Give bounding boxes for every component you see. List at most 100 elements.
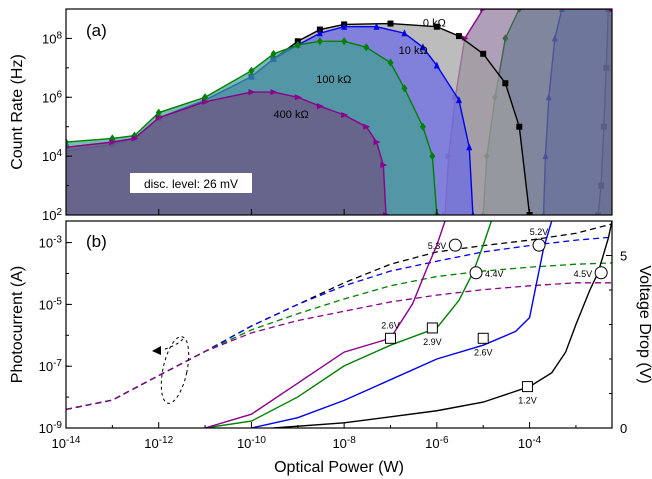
series-marker-3-9 — [341, 112, 349, 119]
series-marker-1-9 — [341, 22, 348, 30]
voltage-line-2 — [204, 221, 493, 428]
series-marker-2-12 — [401, 84, 408, 93]
series-marker-3-2 — [131, 135, 139, 142]
series-marker-1-16 — [471, 211, 475, 215]
series-marker-2-3 — [155, 108, 162, 117]
voltage-marker-label-0: 2.6V — [381, 320, 400, 330]
series-marker-2-7 — [294, 40, 301, 49]
photocurrent-line-1 — [66, 236, 612, 411]
voltage-marker-7 — [594, 266, 608, 280]
series-marker-3-5 — [248, 89, 256, 96]
series-marker-3-12 — [380, 162, 388, 169]
b-ylabel: Photocurrent (A) — [9, 266, 26, 383]
b-y2label: Voltage Drop (V) — [636, 265, 652, 383]
series-marker-1-10 — [373, 22, 380, 30]
series-marker-1-14 — [455, 96, 462, 104]
panel-a-frame — [65, 8, 613, 216]
series-line-2 — [66, 40, 438, 215]
series-label-0: 0 kΩ — [423, 18, 446, 30]
series-marker-3-13 — [383, 212, 391, 215]
voltage-marker-label-6: 5.2V — [530, 227, 549, 237]
series-label-3: 400 kΩ — [274, 109, 309, 121]
series-marker-2-0 — [66, 138, 69, 147]
high-marker-3-5 — [609, 9, 612, 12]
series-marker-1-8 — [316, 29, 323, 37]
a-ytick-label-0: 102 — [42, 207, 62, 223]
series-marker-2-6 — [270, 49, 277, 58]
series-marker-3-0 — [66, 145, 70, 149]
voltage-marker-label-7: 4.5V — [574, 269, 593, 279]
panel-a-label: (a) — [86, 21, 107, 40]
b-xtick-label-2: 10-10 — [237, 435, 266, 451]
high-marker-3-4 — [480, 9, 488, 12]
series-marker-1-15 — [466, 143, 473, 151]
voltage-marker-label-1: 2.9V — [423, 337, 442, 347]
series-marker-0-13 — [480, 50, 487, 57]
series-marker-1-11 — [401, 29, 408, 37]
b-xtick-label-4: 10-6 — [425, 435, 449, 451]
series-marker-0-15 — [516, 123, 523, 130]
b-xlabel: Optical Power (W) — [274, 459, 404, 476]
voltage-line-1 — [251, 221, 553, 428]
a-ytick-label-3: 108 — [42, 30, 62, 46]
series-marker-2-13 — [419, 122, 426, 131]
series-marker-0-12 — [455, 33, 462, 40]
b-xtick-label-3: 10-8 — [332, 435, 356, 451]
b-ytick-label-3: 10-3 — [39, 235, 63, 251]
series-marker-2-5 — [248, 66, 255, 75]
voltage-marker-5 — [469, 266, 483, 280]
series-marker-3-10 — [363, 123, 371, 130]
photocurrent-line-2 — [66, 262, 612, 411]
a-ylabel: Count Rate (Hz) — [9, 54, 26, 170]
voltage-marker-3 — [521, 381, 533, 393]
b-y2tick-label-1: 5 — [620, 249, 627, 264]
series-label-1: 10 kΩ — [399, 45, 428, 57]
voltage-marker-label-3: 1.2V — [518, 396, 537, 406]
series-marker-2-14 — [429, 152, 436, 161]
series-marker-1-12 — [419, 43, 426, 51]
photocurrent-line-3 — [66, 282, 612, 411]
series-marker-3-11 — [373, 139, 381, 146]
series-marker-3-4 — [202, 98, 210, 105]
series-marker-1-13 — [433, 61, 440, 69]
panel-a: 0 kΩ 10 kΩ 100 kΩ 400 kΩ (a) disc. level: 26 … — [9, 8, 613, 223]
voltage-marker-2 — [477, 332, 489, 344]
a-ytick-label-2: 106 — [42, 89, 62, 105]
series-marker-2-4 — [202, 93, 209, 102]
voltage-marker-6 — [532, 238, 546, 252]
series-marker-0-11 — [433, 23, 440, 30]
voltage-marker-4 — [448, 238, 462, 252]
disc-level-box: disc. level: 26 mV — [130, 173, 252, 193]
disc-level-label: disc. level: 26 mV — [144, 177, 238, 191]
series-line-3 — [66, 91, 387, 215]
series-marker-0-14 — [502, 80, 509, 87]
series-label-2: 100 kΩ — [316, 74, 351, 86]
series-marker-0-10 — [387, 20, 394, 27]
panel-b: 2.6V2.9V2.6V1.2V5.3V4.4V5.2V4.5V(b)10-91… — [9, 220, 652, 476]
series-marker-2-10 — [363, 43, 370, 52]
voltage-marker-0 — [384, 332, 396, 344]
series-marker-3-6 — [270, 89, 278, 96]
series-marker-3-7 — [294, 94, 302, 101]
voltage-marker-label-4: 5.3V — [428, 241, 447, 251]
b-y2tick-label-0: 0 — [620, 421, 627, 436]
series-marker-3-3 — [155, 114, 163, 121]
left-axis-indicator — [152, 336, 190, 404]
b-ytick-label-0: 10-9 — [39, 420, 63, 436]
voltage-marker-label-2: 2.6V — [474, 347, 493, 357]
b-xtick-label-5: 10-4 — [518, 435, 542, 451]
series-marker-2-11 — [387, 58, 394, 67]
series-marker-2-8 — [316, 37, 323, 46]
series-marker-2-9 — [341, 37, 348, 46]
series-marker-3-8 — [316, 103, 324, 110]
panel-a-areas — [66, 9, 612, 215]
a-ytick-label-1: 104 — [42, 148, 62, 164]
b-xtick-label-0: 10-14 — [52, 435, 81, 451]
voltage-marker-label-5: 4.4V — [485, 269, 504, 279]
voltage-marker-1 — [426, 322, 438, 334]
b-ytick-label-1: 10-7 — [39, 358, 63, 374]
b-xtick-label-1: 10-12 — [144, 435, 173, 451]
panel-b-label: (b) — [86, 232, 107, 251]
series-marker-3-1 — [109, 139, 117, 146]
